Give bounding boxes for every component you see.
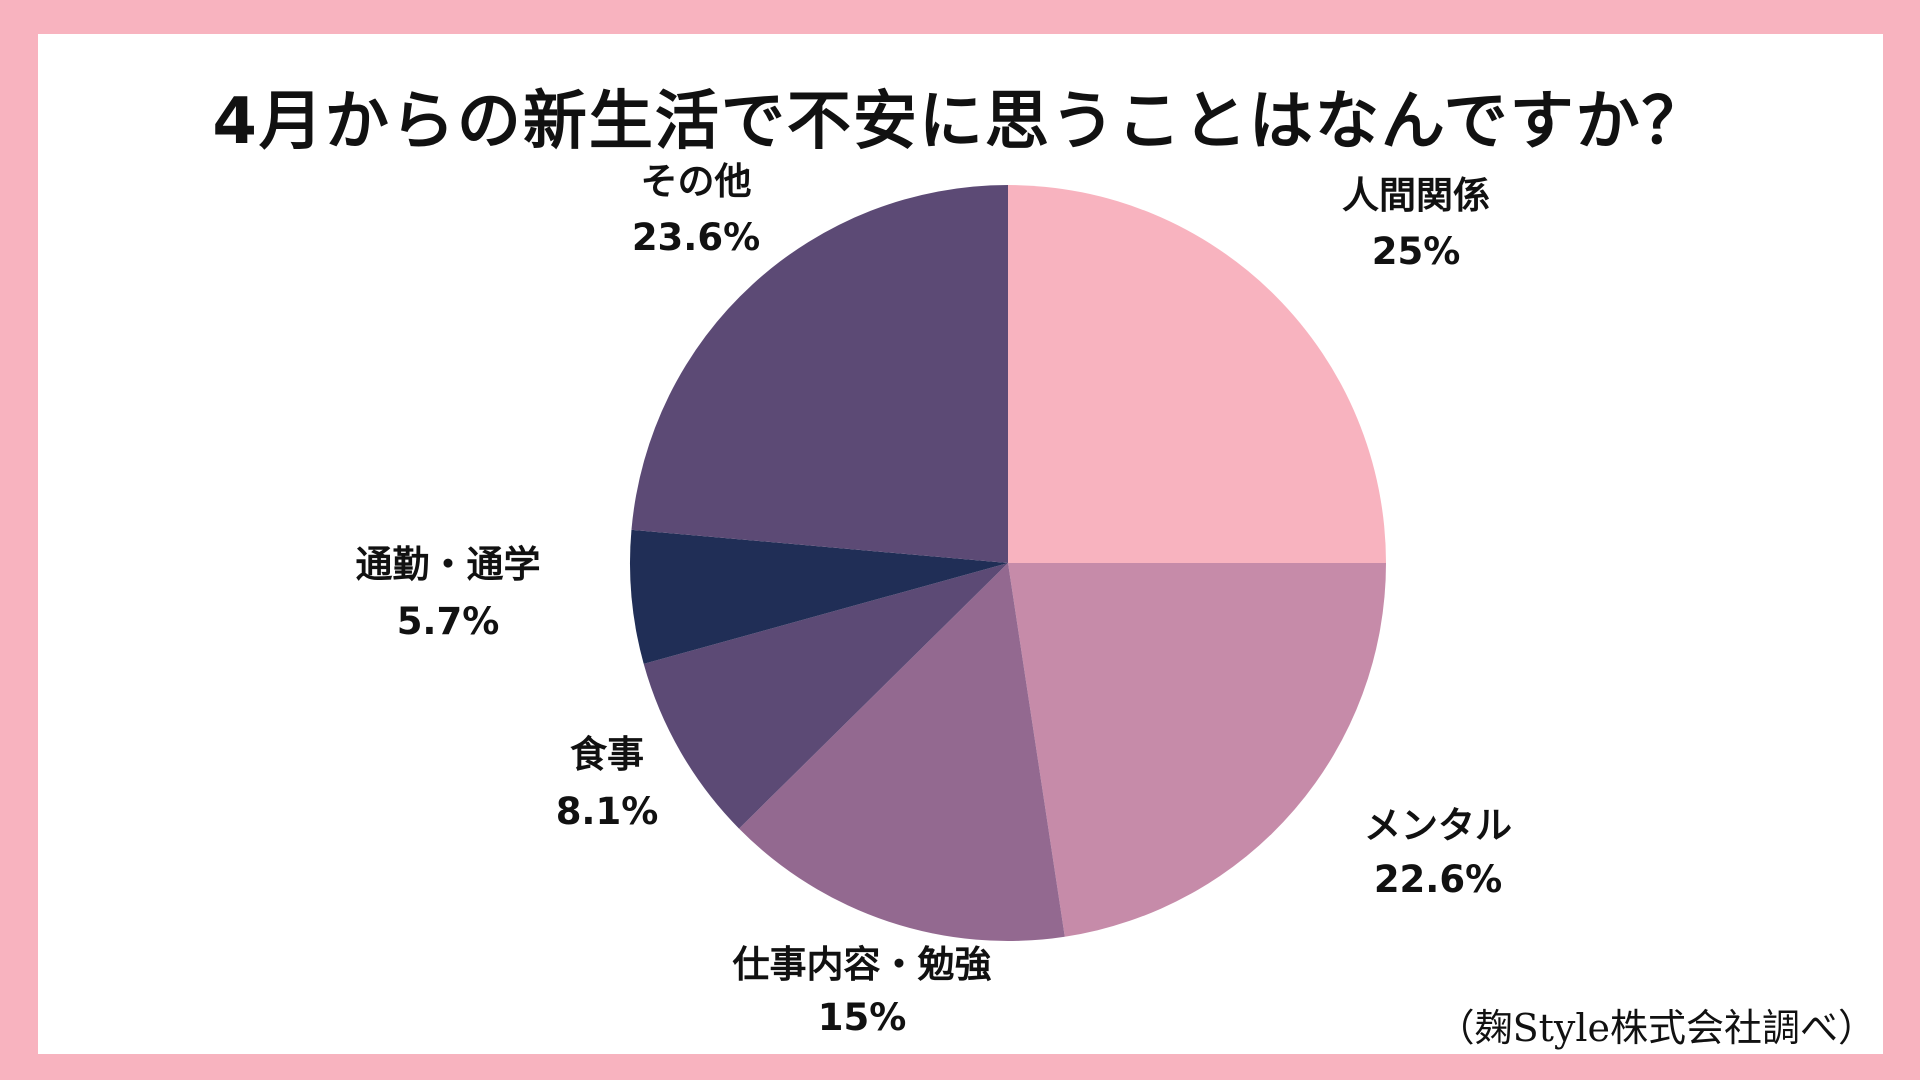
slice-value-label: 22.6% <box>1374 858 1502 901</box>
pie-slice <box>1008 563 1386 937</box>
slice-value-label: 23.6% <box>632 216 760 259</box>
pie-slice <box>629 529 1008 664</box>
pie-slice <box>643 563 1008 829</box>
slice-value-label: 25% <box>1372 230 1461 273</box>
pie-slice <box>631 185 1008 563</box>
slice-category-label: その他 <box>641 160 752 203</box>
slice-category-label: 人間関係 <box>1342 174 1490 217</box>
chart-title: 4月からの新生活で不安に思うことはなんですか？ <box>212 85 1708 159</box>
slice-category-label: 通勤・通学 <box>356 543 541 586</box>
slice-value-label: 15% <box>818 996 907 1039</box>
slice-category-label: 食事 <box>570 733 644 776</box>
pie-slice <box>739 563 1065 942</box>
slice-value-label: 5.7% <box>397 600 500 643</box>
slice-value-label: 8.1% <box>556 790 659 833</box>
slice-category-label: 仕事内容・勉強 <box>733 943 992 986</box>
source-note: （麹Style株式会社調べ） <box>1436 1006 1876 1050</box>
pie-slice <box>1008 185 1386 563</box>
slice-category-label: メンタル <box>1364 804 1512 847</box>
